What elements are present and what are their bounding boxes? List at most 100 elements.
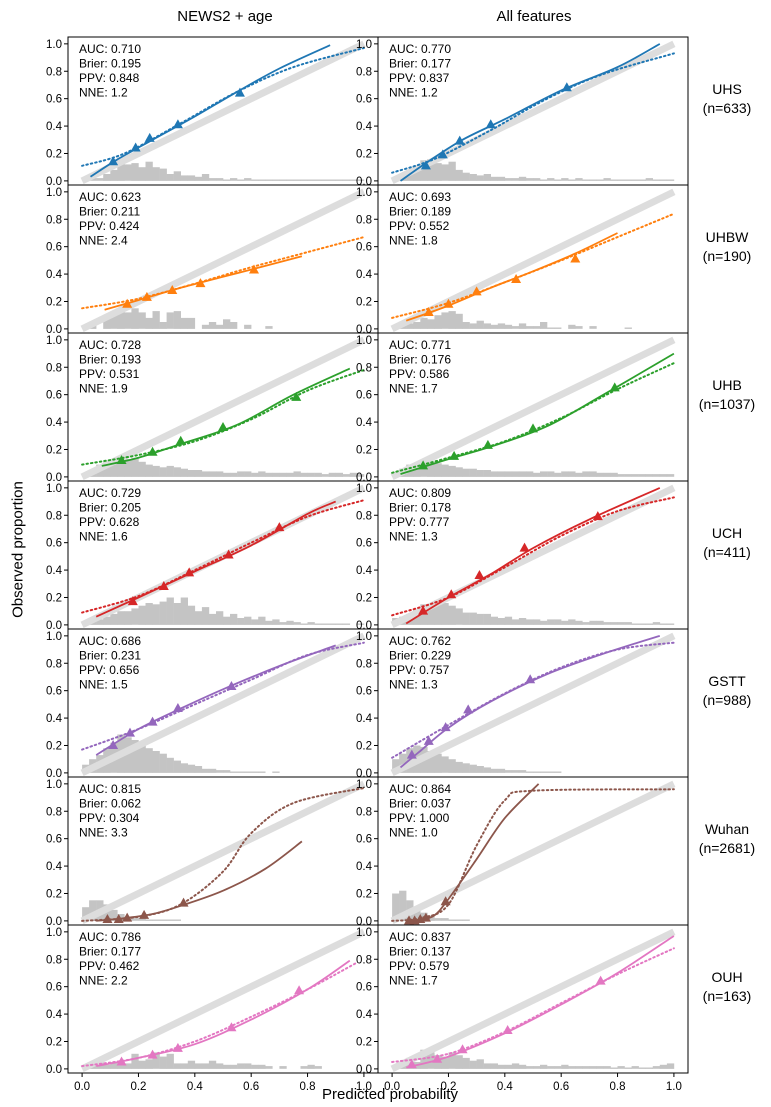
histogram-bar	[89, 900, 97, 921]
histogram-bar	[666, 1063, 675, 1069]
panel-plot-area	[390, 336, 676, 481]
y-tick-label: 0.8	[356, 510, 372, 522]
row-count: (n=163)	[702, 988, 752, 1004]
metric-label: AUC: 0.809	[389, 486, 451, 500]
histogram-bar	[617, 1066, 625, 1069]
histogram-bar	[138, 167, 146, 181]
histogram-bar	[145, 1059, 153, 1069]
histogram-bar	[476, 320, 484, 329]
histogram-bar	[518, 471, 527, 477]
y-tick-label: 1.0	[46, 779, 62, 791]
triangle-marker	[423, 306, 434, 316]
triangle-marker	[172, 702, 183, 712]
histogram-bar	[293, 471, 301, 477]
histogram-bar	[666, 179, 675, 181]
triangle-marker	[113, 914, 124, 924]
y-tick-label: 1.0	[46, 483, 62, 495]
histogram-bar	[610, 179, 618, 181]
y-tick-label: 0.4	[46, 1009, 63, 1021]
histogram-bar	[462, 322, 470, 329]
histogram-bar	[547, 471, 555, 477]
triangle-marker	[139, 909, 150, 919]
histogram-bar	[166, 597, 174, 625]
row-count: (n=988)	[702, 692, 752, 708]
histogram-bar	[152, 919, 160, 921]
histogram-bar	[476, 766, 484, 773]
histogram-bar	[216, 178, 224, 181]
histogram-bar	[434, 163, 442, 181]
histogram-bar	[230, 771, 238, 773]
reference-line	[80, 928, 366, 1073]
histogram-bar	[265, 179, 273, 181]
histogram-bar	[237, 471, 245, 477]
calibration-panel: 0.0 0.2 0.4 0.6 0.8 1.0 0.0 0.2 0.4 0.6 0.8 1.0 AUC:…	[356, 924, 689, 1093]
y-tick-label: 0.2	[46, 592, 62, 604]
y-tick-label: 0.8	[46, 66, 62, 78]
histogram-bar	[124, 737, 132, 773]
triangle-marker	[226, 1022, 237, 1032]
x-tick-label: 0.2	[130, 1081, 146, 1093]
histogram-bar	[483, 1063, 491, 1069]
triangle-marker	[440, 896, 451, 906]
panel-frame	[377, 924, 689, 1074]
histogram-bar	[526, 619, 534, 625]
histogram-bar	[223, 472, 231, 477]
histogram-bar	[117, 157, 125, 181]
calibration-panel: 0.0 0.2 0.4 0.6 0.8 1.0 0.0 0.2 0.4 0.6 0.8 1.0 AUC:…	[46, 924, 379, 1093]
metric-label: NNE: 2.2	[79, 974, 128, 988]
histogram-bar	[455, 169, 463, 181]
y-tick-label: 0.2	[356, 1036, 372, 1048]
histogram-bar	[159, 601, 167, 625]
calibration-line	[95, 644, 337, 756]
y-tick-label: 0.6	[46, 982, 62, 994]
histogram-bar	[462, 612, 470, 625]
metric-label: Brier: 0.177	[389, 57, 451, 71]
x-tick-label: 0.6	[553, 1081, 569, 1093]
histogram-bar	[462, 1057, 470, 1069]
y-tick-label: 0.4	[46, 713, 63, 725]
y-tick-label: 1.0	[356, 335, 372, 347]
histogram-bar	[624, 474, 632, 477]
histogram-bar	[145, 161, 153, 181]
histogram-bar	[159, 753, 167, 773]
histogram-bar	[251, 472, 259, 477]
triangle-marker	[102, 914, 113, 924]
histogram-bar	[230, 1064, 238, 1069]
y-tick-label: 0.4	[356, 861, 373, 873]
metric-label: PPV: 0.848	[79, 71, 140, 85]
histogram-bar	[124, 611, 132, 625]
panel-plot-area	[390, 484, 676, 629]
histogram-bar	[533, 619, 541, 625]
histogram-bar	[540, 620, 548, 625]
histogram-bar	[462, 172, 470, 181]
histogram-bar	[131, 163, 139, 181]
triangle-marker	[226, 681, 237, 691]
histogram-bar	[307, 472, 315, 477]
histogram-bar	[208, 322, 217, 329]
histogram-bar	[469, 612, 477, 625]
y-tick-label: 1.0	[356, 187, 372, 199]
y-tick-label: 0.6	[46, 390, 62, 402]
triangle-marker	[418, 460, 429, 470]
triangle-marker	[147, 446, 158, 456]
metric-label: PPV: 0.777	[389, 515, 450, 529]
y-tick-label: 0.2	[356, 148, 372, 160]
row-name: UHS	[712, 81, 742, 97]
reference-line	[390, 928, 676, 1073]
histogram-bar	[272, 472, 280, 477]
histogram-bar	[462, 919, 470, 921]
reference-line	[390, 188, 676, 333]
metric-label: PPV: 0.552	[389, 219, 450, 233]
panel-plot-area	[80, 780, 366, 925]
y-tick-label: 0.6	[356, 390, 372, 402]
calibration-line	[96, 840, 303, 922]
histogram-bar	[173, 919, 181, 921]
y-tick-label: 0.2	[356, 296, 372, 308]
histogram-bar	[441, 918, 449, 921]
dotted-fit-line	[391, 362, 675, 474]
y-tick-label: 0.2	[46, 444, 62, 456]
y-tick-label: 0.2	[46, 148, 62, 160]
histogram-bar	[180, 1063, 188, 1069]
